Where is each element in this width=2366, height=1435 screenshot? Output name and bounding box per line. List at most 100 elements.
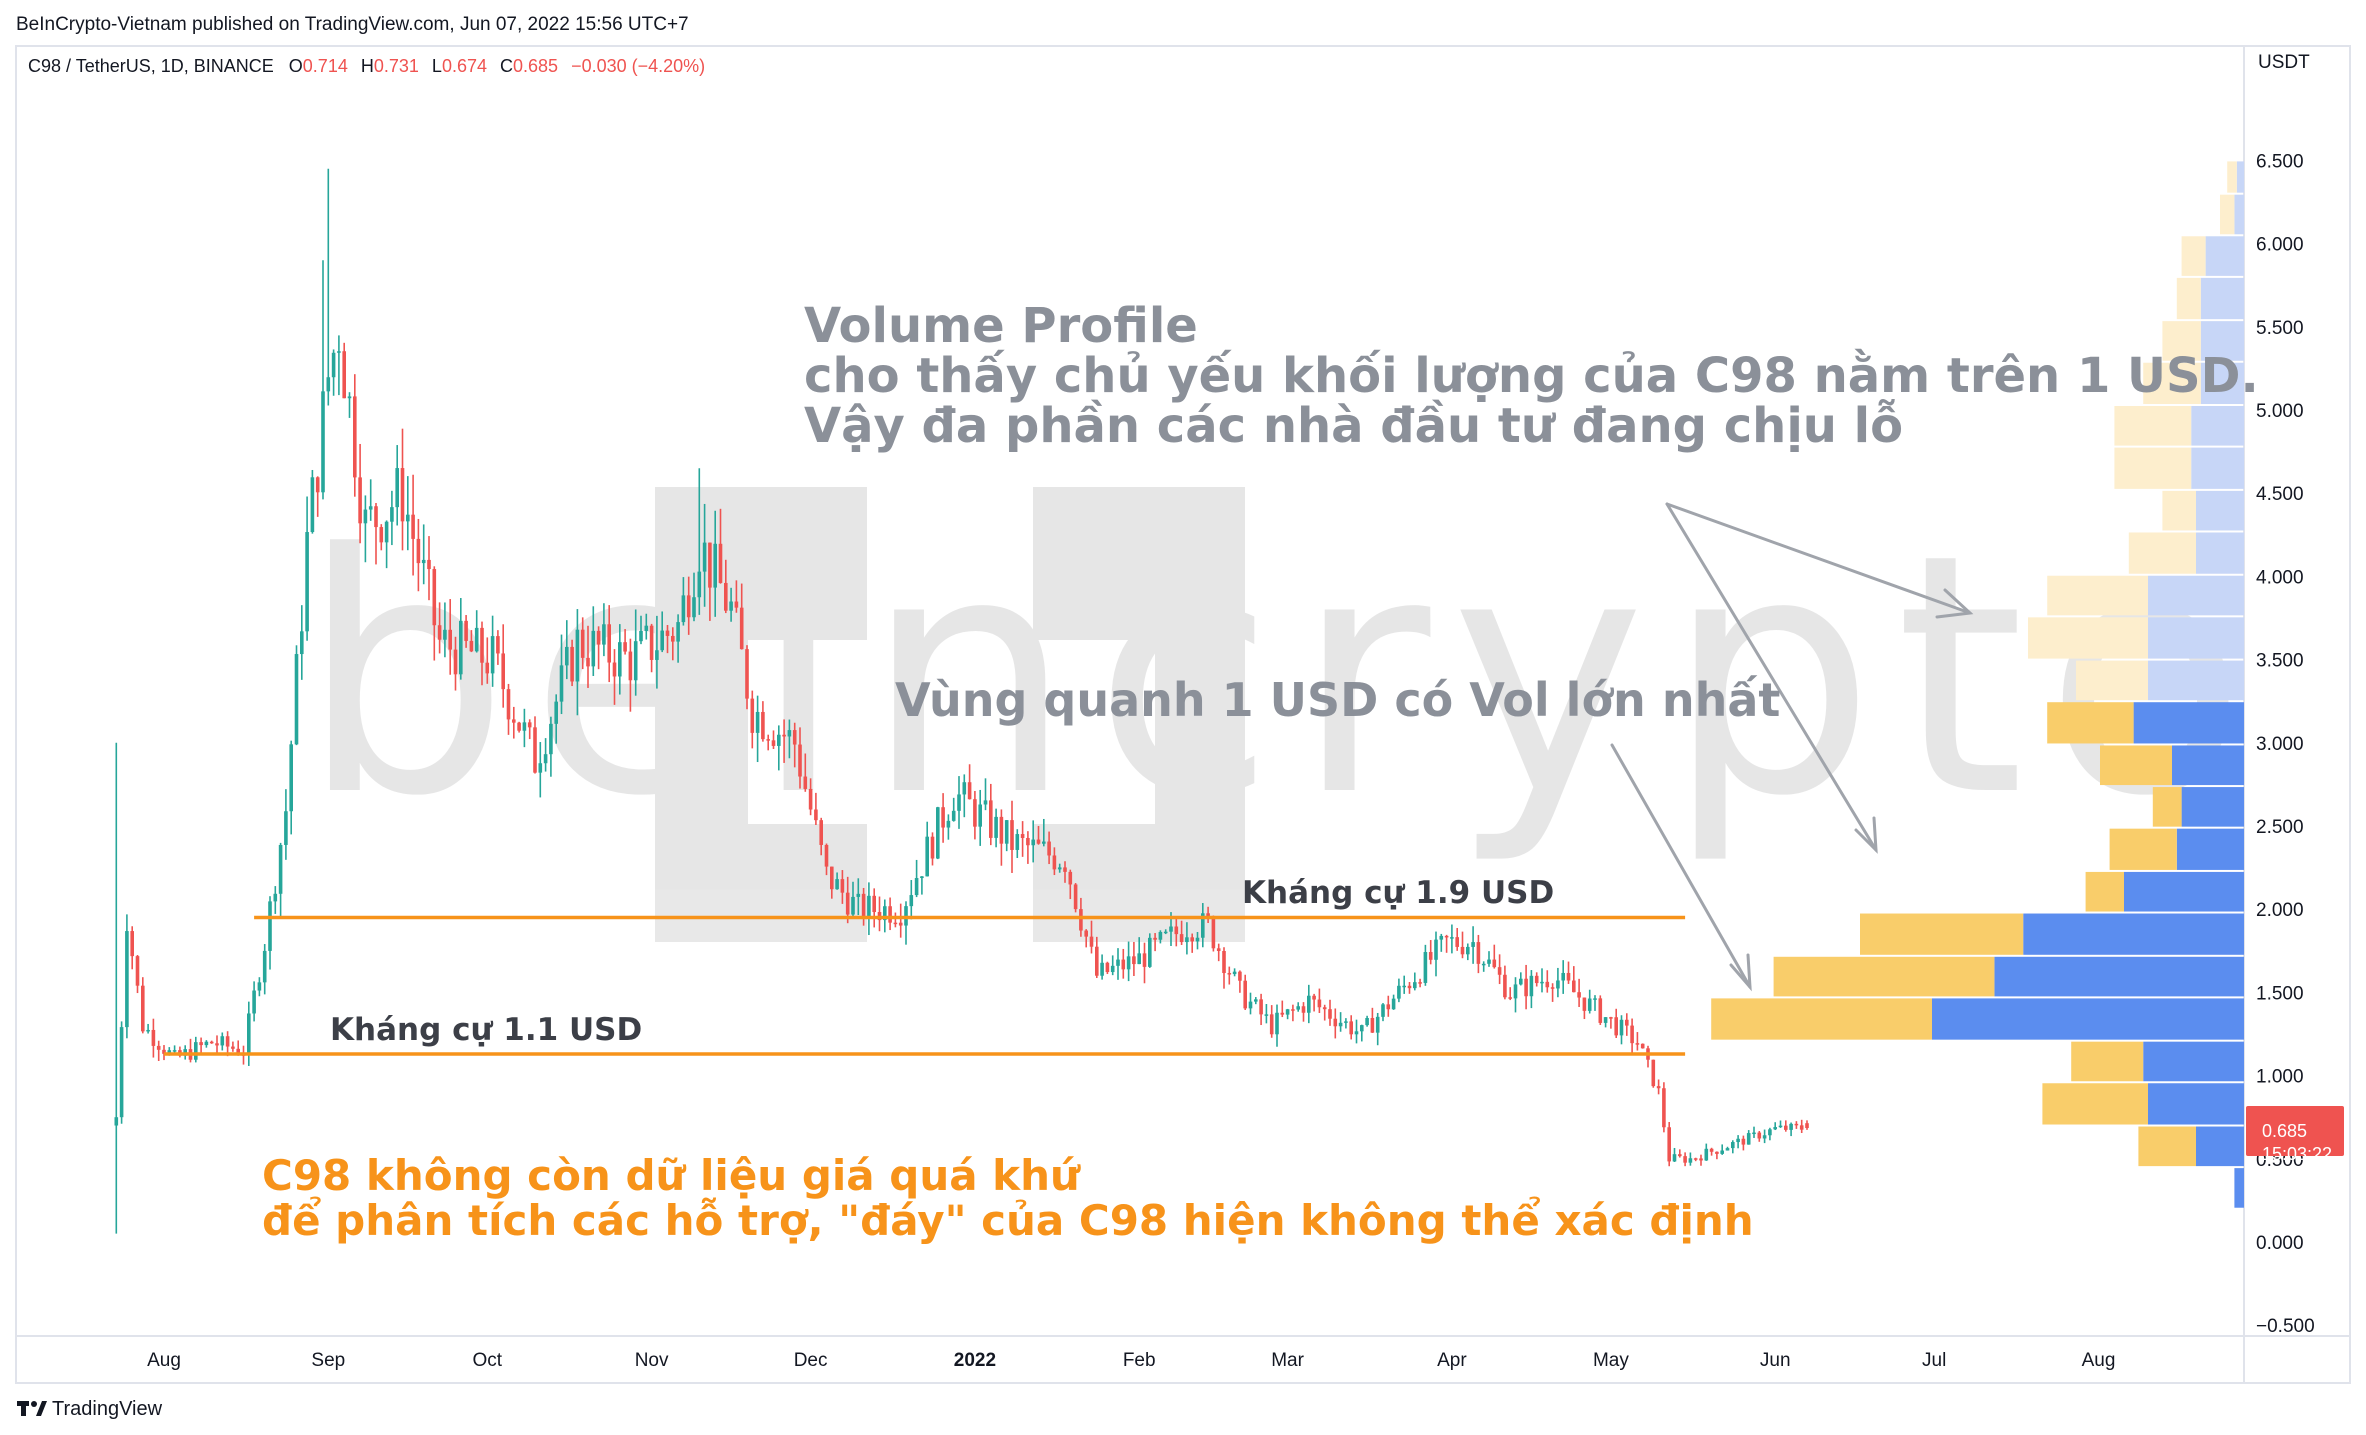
candle <box>1163 929 1168 935</box>
open-value: 0.714 <box>303 56 348 76</box>
candle <box>1026 831 1030 864</box>
vp-bar-up-2 <box>2205 236 2244 276</box>
candle <box>1762 1129 1767 1144</box>
candle <box>1365 1015 1369 1027</box>
vp-bar-down-17 <box>2085 871 2124 912</box>
candle <box>1095 936 1099 979</box>
time-tick-label: Jul <box>1922 1350 1946 1371</box>
candle <box>331 349 336 396</box>
candle <box>374 502 378 565</box>
candle <box>1651 1059 1656 1088</box>
candle <box>808 778 813 816</box>
time-axis[interactable]: Aug Sep Oct Nov Dec 2022 Feb Mar Apr May Jun Jul Aug <box>147 1350 2115 1371</box>
candle <box>925 821 929 877</box>
candle <box>199 1037 203 1054</box>
candle <box>1428 940 1433 965</box>
resistance-levels <box>164 915 1686 1056</box>
vp-bar-down-0 <box>2227 161 2237 193</box>
candle <box>1132 941 1136 976</box>
candle <box>315 476 320 517</box>
candle <box>368 479 373 521</box>
watermark-logo: beincrypto <box>300 484 2247 942</box>
candle <box>1609 1016 1613 1029</box>
candle <box>1296 1002 1300 1012</box>
candle <box>1158 930 1163 944</box>
vp-bar-down-7 <box>2114 447 2192 489</box>
candle <box>1280 1000 1285 1018</box>
candle <box>655 615 659 689</box>
vp-bar-up-5 <box>2200 362 2244 405</box>
candle <box>321 260 325 500</box>
candle <box>681 577 686 626</box>
tradingview-brand: TradingView <box>52 1398 163 1420</box>
candle <box>1439 933 1444 952</box>
vp-bar-up-18 <box>2023 913 2244 955</box>
tradingview-logo[interactable]: TradingView <box>17 1398 163 1420</box>
published-info: BeInCrypto-Vietnam published on TradingV… <box>16 14 689 35</box>
vp-bar-down-4 <box>2162 321 2201 361</box>
candle <box>1577 978 1581 1007</box>
candle <box>867 882 871 936</box>
candle <box>1662 1082 1666 1133</box>
candle <box>702 503 707 607</box>
candle <box>1402 975 1406 994</box>
candle <box>1243 974 1247 1011</box>
candle <box>612 649 617 705</box>
candle <box>453 636 458 691</box>
vp-bar-up-4 <box>2200 321 2244 361</box>
candle <box>1635 1032 1640 1051</box>
candle <box>1720 1144 1724 1155</box>
candle <box>1466 943 1470 961</box>
candle <box>623 629 627 655</box>
candle <box>1148 933 1152 968</box>
vp-bar-up-16 <box>2176 828 2244 870</box>
candle <box>1741 1135 1746 1151</box>
candle <box>930 832 935 866</box>
price-tick-label: 5.000 <box>2256 401 2304 422</box>
candle <box>1540 968 1544 993</box>
candle <box>893 912 898 928</box>
candle <box>512 706 516 739</box>
candle <box>1444 934 1449 953</box>
candle <box>390 490 394 546</box>
candle <box>1195 931 1200 950</box>
candle <box>983 778 988 811</box>
candle <box>978 789 982 846</box>
candle <box>384 520 389 569</box>
vp-bar-down-23 <box>2138 1126 2196 1167</box>
candle <box>220 1032 225 1051</box>
candle <box>888 897 892 931</box>
candle <box>151 1018 156 1058</box>
candle <box>1450 924 1454 954</box>
candle <box>1222 947 1226 989</box>
candle <box>962 774 967 818</box>
candle <box>1015 829 1020 859</box>
candle <box>580 617 585 670</box>
candle <box>1688 1152 1693 1166</box>
candle <box>1672 1147 1677 1163</box>
candle <box>1683 1152 1687 1167</box>
candle <box>485 637 490 684</box>
bar-countdown: 15:03:22 <box>2262 1144 2332 1164</box>
candle <box>697 468 702 615</box>
candle <box>1582 997 1587 1020</box>
candle <box>406 476 410 551</box>
candle <box>1693 1157 1698 1162</box>
change-value: −0.030 (−4.20%) <box>571 56 705 76</box>
candle <box>480 621 484 686</box>
candle <box>1667 1121 1671 1167</box>
vp-bar-up-14 <box>2172 745 2244 786</box>
candle <box>1333 1008 1338 1039</box>
candle <box>1481 961 1486 972</box>
candle <box>1216 943 1221 962</box>
candle <box>300 605 304 680</box>
vp-bar-down-13 <box>2047 702 2134 744</box>
candle <box>798 727 802 789</box>
candle <box>1370 1007 1375 1033</box>
candle <box>1397 978 1401 1003</box>
candle <box>1259 993 1263 1026</box>
vp-bar-up-0 <box>2236 161 2244 193</box>
candle <box>607 605 611 683</box>
candle <box>1789 1122 1793 1137</box>
time-tick-label: Feb <box>1123 1350 1156 1371</box>
